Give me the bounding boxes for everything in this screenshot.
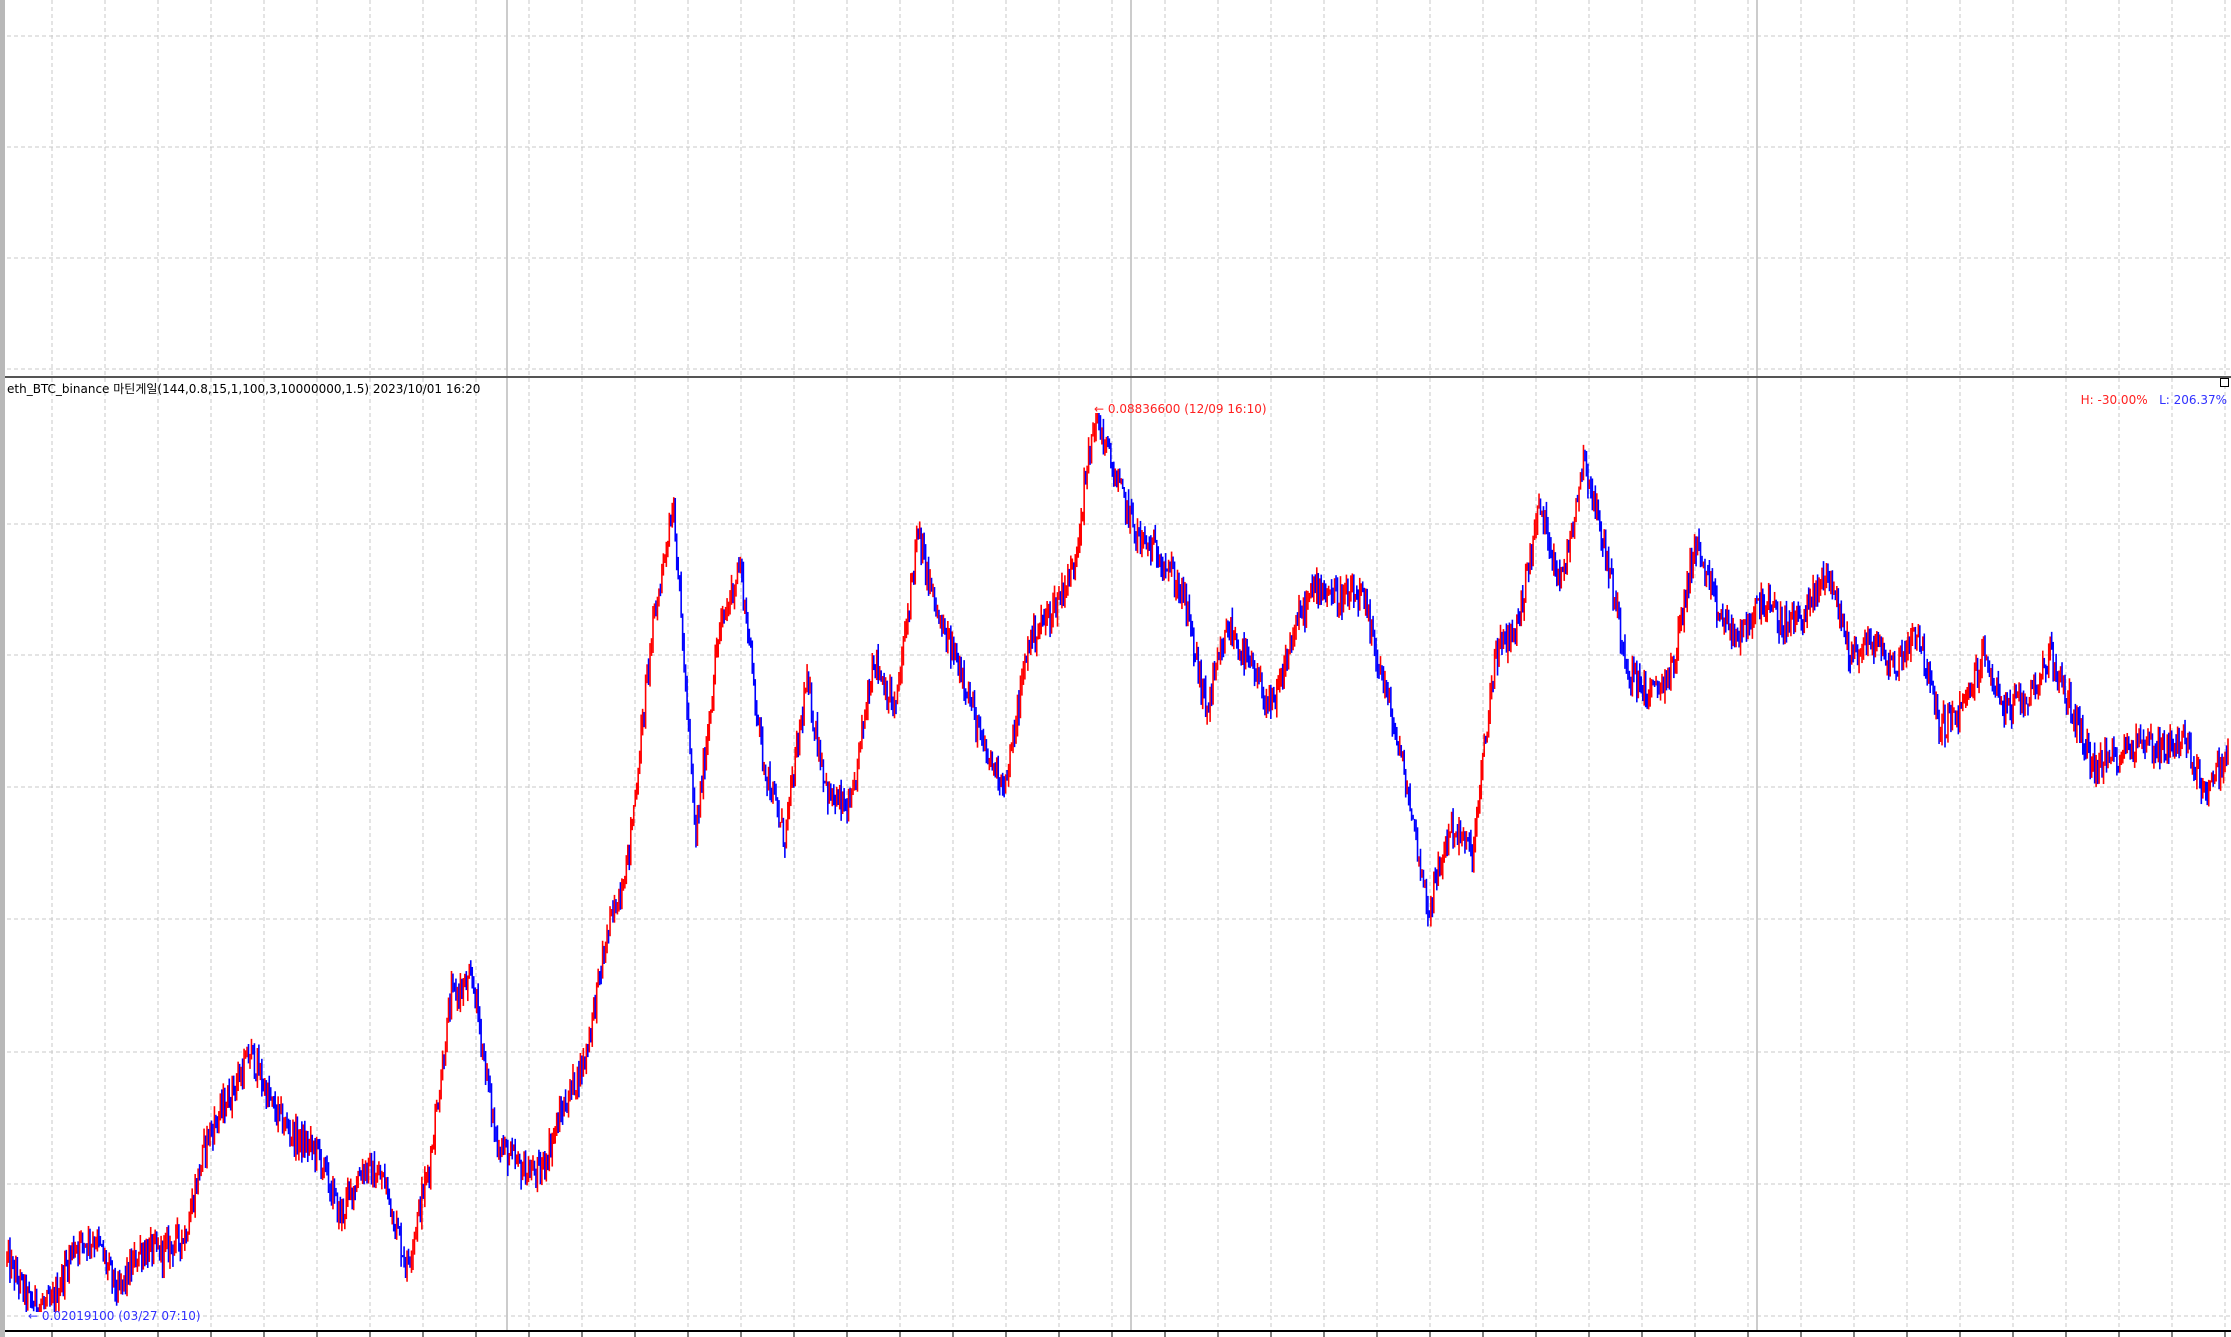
hl-summary: H: -30.00% L: 206.37% — [2081, 393, 2227, 407]
high-percent: H: -30.00% — [2080, 393, 2148, 407]
low-time: (03/27 07:10) — [118, 1309, 201, 1323]
low-arrow: ← — [28, 1309, 39, 1323]
low-percent: L: 206.37% — [2159, 393, 2227, 407]
high-arrow: ← — [1094, 402, 1105, 416]
low-marker-label: ← 0.02019100 (03/27 07:10) — [28, 1309, 201, 1323]
high-value: 0.08836600 — [1107, 402, 1181, 416]
high-marker-label: ← 0.08836600 (12/09 16:10) — [1094, 402, 1267, 416]
high-time: (12/09 16:10) — [1184, 402, 1267, 416]
maximize-pane-button[interactable] — [2220, 378, 2229, 387]
chart-title: eth_BTC_binance 마틴게일(144,0.8,15,1,100,3,… — [7, 382, 481, 396]
left-scroll-edge — [0, 0, 5, 1337]
low-value: 0.02019100 — [41, 1309, 115, 1323]
